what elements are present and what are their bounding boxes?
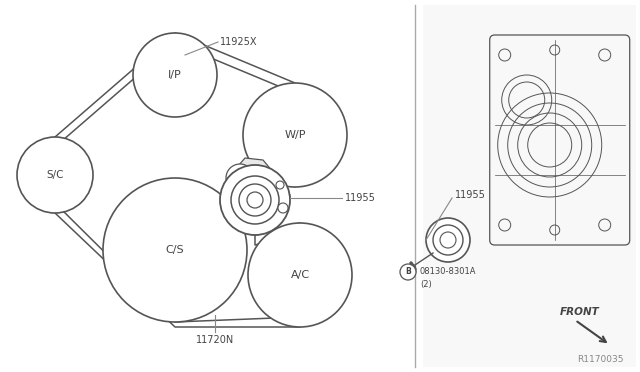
Text: S/C: S/C <box>46 170 64 180</box>
Circle shape <box>243 83 347 187</box>
Circle shape <box>17 137 93 213</box>
Text: 08130-8301A: 08130-8301A <box>420 267 477 276</box>
Polygon shape <box>230 158 290 220</box>
Circle shape <box>220 165 290 235</box>
Text: W/P: W/P <box>284 130 306 140</box>
Circle shape <box>278 203 288 213</box>
Text: B: B <box>405 267 411 276</box>
Circle shape <box>426 218 470 262</box>
Circle shape <box>400 264 416 280</box>
Circle shape <box>226 164 254 192</box>
Circle shape <box>276 181 284 189</box>
Text: I/P: I/P <box>168 70 182 80</box>
Text: 11720N: 11720N <box>196 335 234 345</box>
Circle shape <box>103 178 247 322</box>
Text: FRONT: FRONT <box>560 307 600 317</box>
Text: 11925X: 11925X <box>220 37 257 47</box>
Text: C/S: C/S <box>166 245 184 255</box>
Text: A/C: A/C <box>291 270 310 280</box>
Text: (2): (2) <box>420 279 432 289</box>
Text: 11955: 11955 <box>455 190 486 200</box>
Text: R1170035: R1170035 <box>577 356 623 365</box>
Circle shape <box>248 223 352 327</box>
Text: 11955: 11955 <box>345 193 376 203</box>
Circle shape <box>133 33 217 117</box>
Bar <box>423 5 636 367</box>
